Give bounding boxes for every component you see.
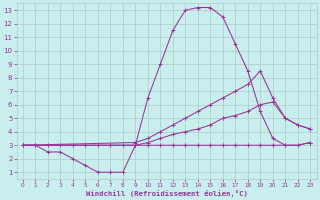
X-axis label: Windchill (Refroidissement éolien,°C): Windchill (Refroidissement éolien,°C)	[86, 190, 248, 197]
